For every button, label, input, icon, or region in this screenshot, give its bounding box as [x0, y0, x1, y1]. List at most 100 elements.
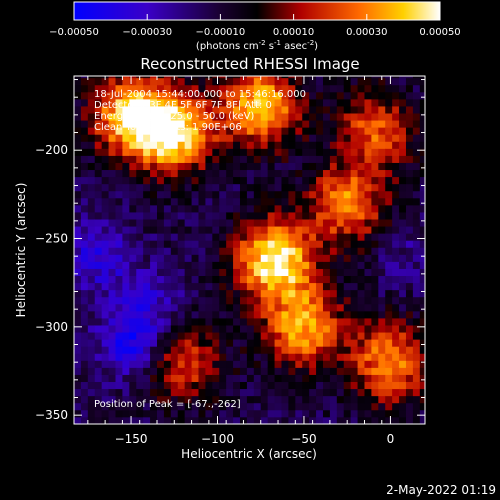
heatmap-cell [191, 346, 199, 354]
heatmap-cell [80, 91, 89, 100]
heatmap-cell [412, 106, 421, 114]
heatmap-cell [177, 84, 186, 93]
heatmap-cell [385, 409, 393, 418]
heatmap-cell [226, 275, 234, 284]
heatmap-cell [101, 303, 109, 312]
heatmap-cell [392, 332, 400, 340]
heatmap-cell [74, 190, 82, 199]
heatmap-cell [191, 113, 199, 121]
heatmap-cell [108, 233, 116, 241]
heatmap-cell [184, 310, 192, 319]
heatmap-cell [87, 388, 96, 397]
heatmap-cell [412, 134, 421, 142]
heatmap-cell [288, 76, 296, 79]
heatmap-cell [385, 120, 393, 128]
heatmap-cell [399, 303, 407, 312]
heatmap-cell [274, 247, 282, 255]
heatmap-cell [267, 275, 275, 284]
heatmap-cell [205, 197, 213, 206]
heatmap-cell [350, 388, 358, 397]
heatmap-cell [150, 296, 158, 305]
heatmap-cell [392, 204, 400, 213]
heatmap-cell [316, 318, 324, 326]
plot-frame [73, 75, 426, 425]
heatmap-cell [170, 353, 179, 361]
heatmap-cell [87, 289, 96, 298]
heatmap-cell [274, 332, 282, 340]
heatmap-cell [295, 176, 303, 185]
heatmap-cell [129, 162, 137, 171]
heatmap-cell [191, 176, 199, 185]
heatmap-cell [253, 106, 262, 114]
heatmap-cell [212, 303, 220, 312]
heatmap-cell [329, 289, 338, 298]
heatmap-cell [419, 275, 425, 284]
heatmap-cell [136, 141, 144, 149]
heatmap-cell [129, 275, 137, 284]
heatmap-cell [108, 120, 116, 128]
heatmap-cell [198, 261, 206, 269]
heatmap-cell [405, 381, 414, 390]
heatmap-cell [136, 303, 144, 312]
heatmap-cell [385, 155, 393, 163]
heatmap-cell [129, 76, 137, 79]
heatmap-cell [74, 226, 82, 234]
heatmap-cell [129, 247, 137, 255]
heatmap-cell [101, 113, 109, 121]
heatmap-cell [80, 254, 89, 262]
heatmap-cell [219, 367, 227, 375]
heatmap-cell [336, 162, 345, 171]
heatmap-cell [80, 76, 89, 79]
heatmap-cell [205, 176, 213, 185]
heatmap-cell [80, 318, 89, 326]
heatmap-cell [177, 282, 186, 291]
heatmap-cell [101, 346, 109, 354]
heatmap-cell [378, 254, 386, 262]
heatmap-cell [329, 91, 338, 100]
heatmap-cell [115, 296, 123, 305]
heatmap-cell [177, 76, 186, 79]
heatmap-cell [357, 367, 365, 375]
heatmap-cell [94, 190, 103, 199]
heatmap-cell [336, 332, 345, 340]
heatmap-cell [412, 261, 421, 269]
heatmap-cell [392, 141, 400, 149]
heatmap-cell [212, 226, 220, 234]
heatmap-cell [122, 76, 130, 79]
heatmap-cell [364, 233, 372, 241]
heatmap-cell [309, 106, 317, 114]
heatmap-cell [87, 303, 96, 312]
heatmap-cell [350, 353, 358, 361]
heatmap-cell [233, 261, 241, 269]
heatmap-cell [163, 374, 172, 383]
heatmap-cell [343, 247, 352, 255]
heatmap-cell [329, 303, 338, 312]
heatmap-cell [74, 367, 82, 375]
heatmap-cell [191, 388, 199, 397]
heatmap-cell [198, 183, 206, 192]
heatmap-cell [405, 120, 414, 128]
heatmap-cell [108, 254, 116, 262]
heatmap-cell [309, 303, 317, 312]
heatmap-cell [295, 141, 303, 149]
heatmap-cell [343, 402, 352, 411]
heatmap-cell [184, 402, 192, 411]
heatmap-cell [198, 275, 206, 284]
heatmap-cell [205, 367, 213, 375]
heatmap-cell [94, 219, 103, 227]
heatmap-cell [170, 197, 179, 206]
heatmap-cell [336, 120, 345, 128]
heatmap-cell [129, 318, 137, 326]
heatmap-cell [233, 204, 241, 213]
heatmap-cell [412, 190, 421, 199]
heatmap-cell [371, 77, 379, 86]
heatmap-cell [329, 360, 338, 368]
heatmap-cell [364, 367, 372, 375]
heatmap-cell [405, 395, 414, 404]
heatmap-cell [302, 402, 310, 411]
colorbar-tick-label: −0.00050 [49, 27, 99, 38]
heatmap-cell [170, 402, 179, 411]
heatmap-cell [357, 127, 365, 135]
heatmap-cell [233, 134, 241, 142]
heatmap-cell [302, 98, 310, 107]
